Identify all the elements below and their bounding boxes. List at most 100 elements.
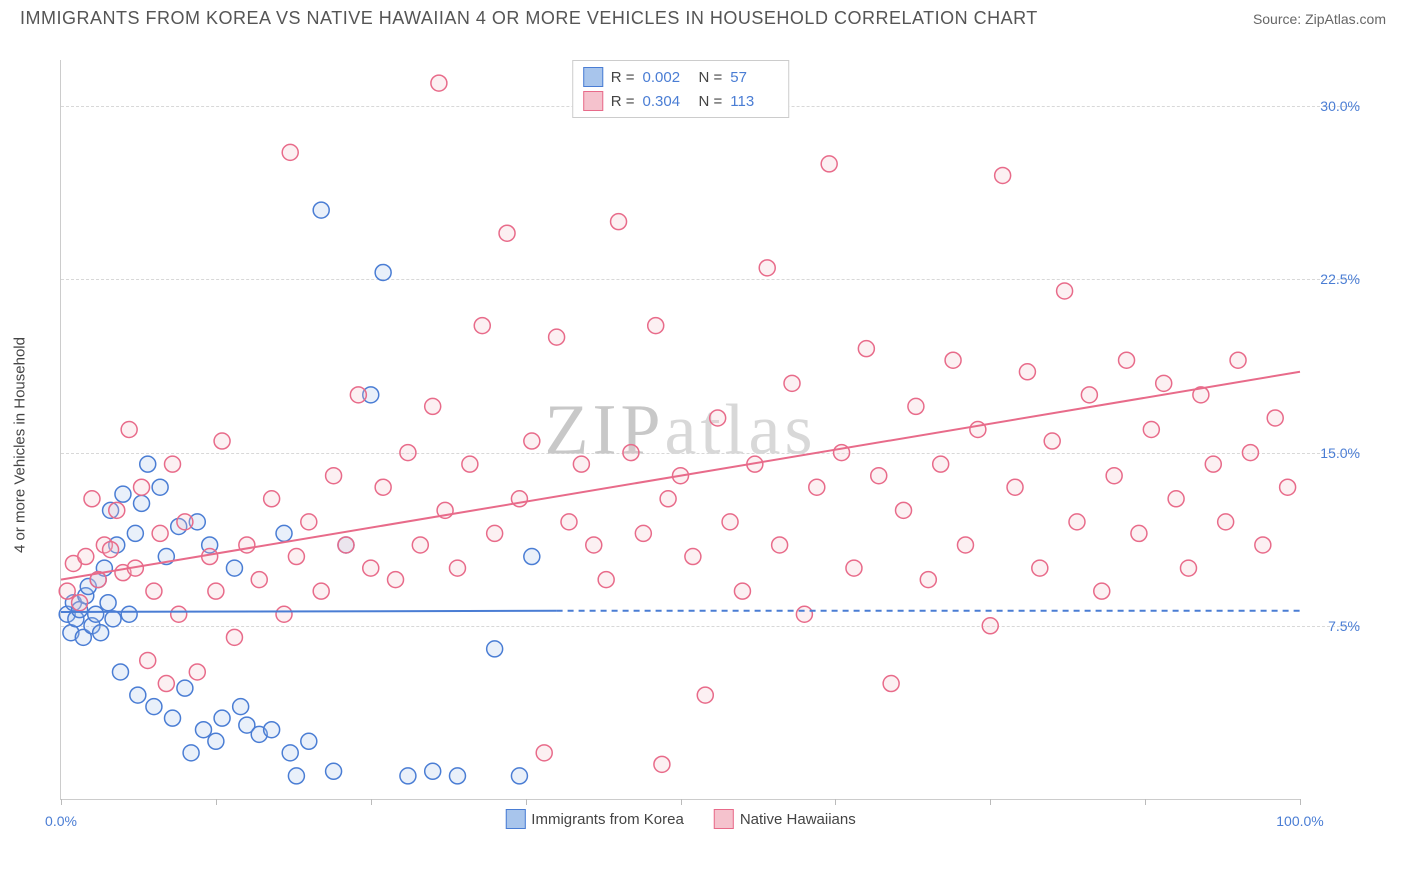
scatter-point [127,525,143,541]
legend-item-0: Immigrants from Korea [505,809,684,829]
scatter-point [226,629,242,645]
scatter-point [449,768,465,784]
scatter-point [710,410,726,426]
scatter-point [784,375,800,391]
scatter-point [282,144,298,160]
chart-header: IMMIGRANTS FROM KOREA VS NATIVE HAWAIIAN… [0,0,1406,33]
legend-label-1: Native Hawaiians [740,811,856,828]
scatter-point [474,318,490,334]
scatter-point [945,352,961,368]
scatter-point [821,156,837,172]
scatter-point [109,502,125,518]
scatter-point [1032,560,1048,576]
scatter-point [871,468,887,484]
scatter-point [1230,352,1246,368]
source-label: Source: [1253,11,1301,27]
scatter-point [363,560,379,576]
scatter-point [846,560,862,576]
scatter-point [1156,375,1172,391]
legend-swatch-b0 [505,809,525,829]
scatter-point [1057,283,1073,299]
scatter-point [301,733,317,749]
scatter-point [685,549,701,565]
r-value-1: 0.304 [643,93,691,110]
scatter-point [84,491,100,507]
scatter-point [146,699,162,715]
scatter-point [623,445,639,461]
scatter-point [115,486,131,502]
xtick [526,799,527,805]
scatter-point [412,537,428,553]
r-label-1: R = [611,93,635,110]
scatter-point [449,560,465,576]
scatter-point [177,680,193,696]
ytick-label: 7.5% [1322,618,1360,634]
scatter-point [338,537,354,553]
scatter-point [511,768,527,784]
scatter-point [177,514,193,530]
source-value: ZipAtlas.com [1305,11,1386,27]
scatter-point [598,572,614,588]
xtick [216,799,217,805]
scatter-point [121,606,137,622]
scatter-point [288,768,304,784]
scatter-point [759,260,775,276]
scatter-point [1180,560,1196,576]
legend-swatch-b1 [714,809,734,829]
scatter-point [183,745,199,761]
r-value-0: 0.002 [643,69,691,86]
scatter-point [105,611,121,627]
xtick [1300,799,1301,805]
scatter-point [611,214,627,230]
scatter-point [536,745,552,761]
r-label-0: R = [611,69,635,86]
scatter-point [301,514,317,530]
scatter-point [93,625,109,641]
xtick [371,799,372,805]
scatter-point [264,722,280,738]
legend-item-1: Native Hawaiians [714,809,856,829]
xtick [61,799,62,805]
scatter-point [654,756,670,772]
scatter-point [697,687,713,703]
scatter-point [425,763,441,779]
legend-stats-row-0: R = 0.002 N = 57 [583,65,779,89]
scatter-point [1218,514,1234,530]
scatter-point [134,479,150,495]
scatter-point [208,733,224,749]
scatter-point [1255,537,1271,553]
xtick [835,799,836,805]
legend-swatch-1 [583,91,603,111]
scatter-point [1007,479,1023,495]
regression-line [61,611,557,612]
scatter-point [524,433,540,449]
scatter-point [189,664,205,680]
scatter-point [326,763,342,779]
scatter-point [134,495,150,511]
scatter-point [487,641,503,657]
scatter-point [158,676,174,692]
scatter-point [1081,387,1097,403]
scatter-point [288,549,304,565]
legend-stats: R = 0.002 N = 57 R = 0.304 N = 113 [572,60,790,118]
scatter-point [431,75,447,91]
scatter-point [59,583,75,599]
scatter-point [796,606,812,622]
scatter-point [251,572,267,588]
scatter-point [933,456,949,472]
scatter-point [130,687,146,703]
xtick [990,799,991,805]
scatter-point [233,699,249,715]
scatter-point [1280,479,1296,495]
scatter-point [858,341,874,357]
ytick-label: 30.0% [1314,98,1360,114]
scatter-point [524,549,540,565]
chart-source: Source: ZipAtlas.com [1253,11,1386,27]
scatter-point [1131,525,1147,541]
scatter-point [264,491,280,507]
scatter-point [239,537,255,553]
scatter-point [388,572,404,588]
scatter-point [226,560,242,576]
scatter-point [350,387,366,403]
scatter-point [165,456,181,472]
